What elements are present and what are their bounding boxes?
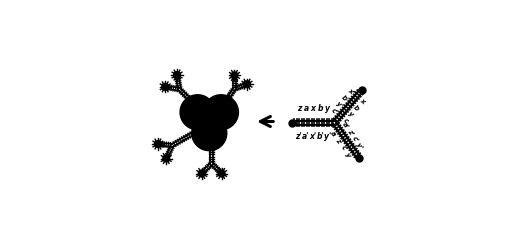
Polygon shape <box>174 72 180 78</box>
Text: b: b <box>317 104 323 113</box>
Polygon shape <box>203 95 238 130</box>
Text: c': c' <box>351 135 359 144</box>
Text: y: y <box>344 151 352 158</box>
Text: a: a <box>329 130 337 138</box>
Text: c': c' <box>330 107 338 116</box>
Text: b: b <box>353 104 360 112</box>
Text: x: x <box>311 104 315 113</box>
Text: c: c <box>339 144 347 151</box>
Text: a': a' <box>341 121 350 130</box>
Text: z: z <box>335 138 342 144</box>
Polygon shape <box>180 95 215 130</box>
Polygon shape <box>218 170 225 177</box>
Text: x': x' <box>310 132 317 141</box>
Polygon shape <box>162 83 168 90</box>
Text: z: z <box>297 104 301 113</box>
Text: y': y' <box>324 132 331 141</box>
Text: x: x <box>358 98 366 105</box>
Text: y': y' <box>356 142 365 151</box>
Polygon shape <box>244 81 251 88</box>
Polygon shape <box>154 141 161 148</box>
Text: x': x' <box>346 87 355 96</box>
Polygon shape <box>198 170 205 177</box>
Text: y: y <box>325 104 330 113</box>
Text: z': z' <box>295 132 302 141</box>
Text: a': a' <box>302 132 310 141</box>
Text: b': b' <box>316 132 324 141</box>
Polygon shape <box>192 116 227 151</box>
Text: a: a <box>303 104 309 113</box>
Text: b': b' <box>340 94 350 103</box>
Polygon shape <box>163 155 169 162</box>
Text: y': y' <box>335 101 344 109</box>
Polygon shape <box>231 72 238 79</box>
Text: z': z' <box>346 128 355 137</box>
Text: c: c <box>342 117 349 124</box>
Text: y: y <box>347 111 355 118</box>
